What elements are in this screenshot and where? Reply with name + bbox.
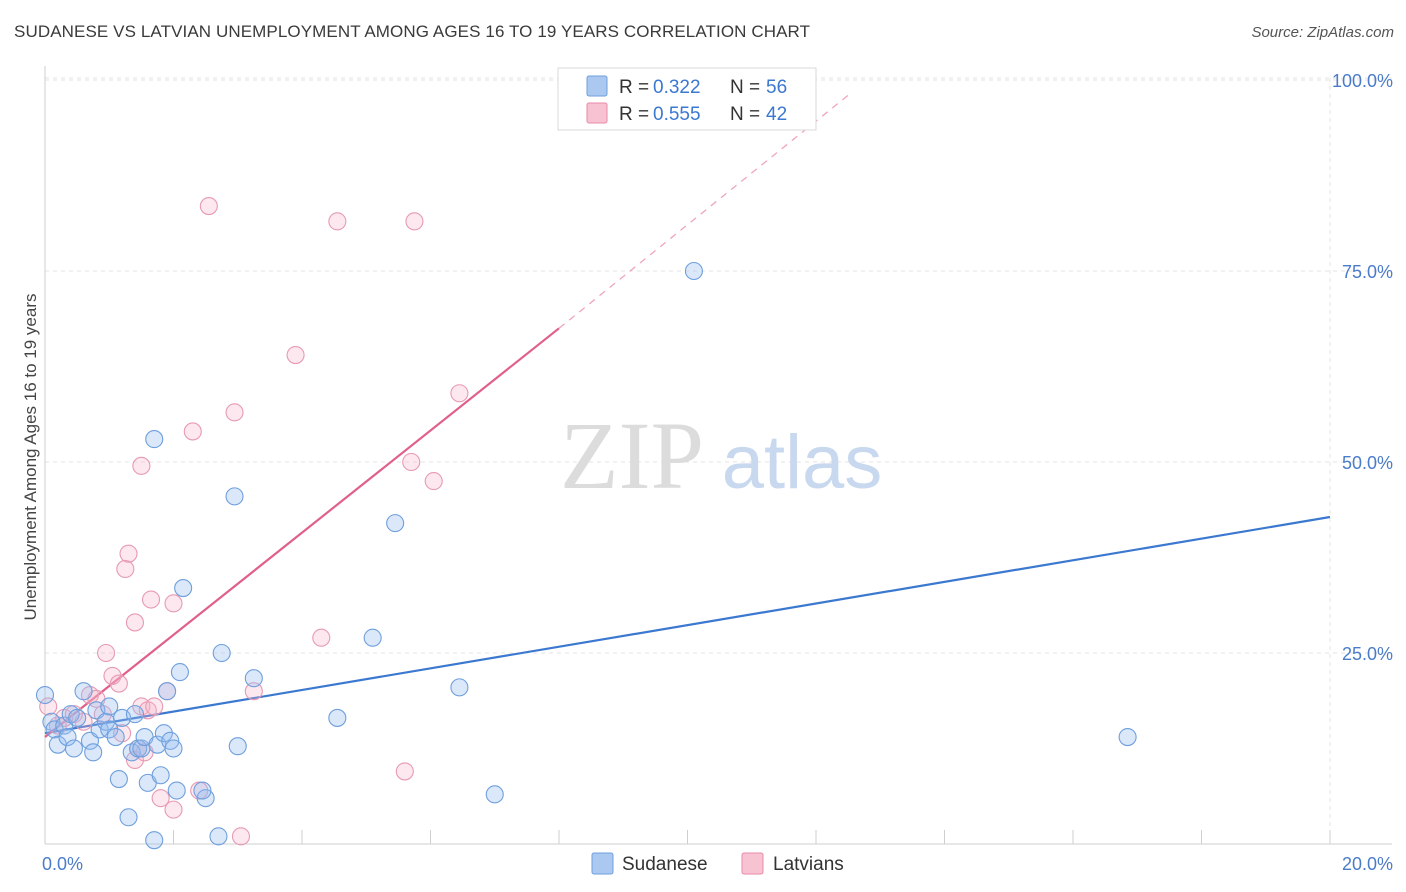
point-latvians bbox=[286, 345, 305, 365]
point-sudanese bbox=[106, 727, 125, 747]
series-legend: Sudanese Latvians bbox=[591, 852, 844, 875]
legend-n-value-latvians: 42 bbox=[766, 104, 787, 125]
watermark-atlas: atlas bbox=[722, 420, 883, 505]
point-sudanese bbox=[684, 261, 703, 281]
point-latvians bbox=[125, 613, 144, 632]
point-latvians bbox=[312, 628, 331, 647]
trend-line-sudanese bbox=[44, 515, 1331, 735]
point-sudanese bbox=[145, 831, 164, 850]
point-latvians bbox=[424, 472, 443, 491]
data-points bbox=[35, 197, 1137, 850]
point-sudanese bbox=[74, 682, 93, 701]
point-sudanese bbox=[100, 697, 119, 716]
grid-lines bbox=[45, 77, 1392, 844]
y-tick-label: 50.0% bbox=[1342, 453, 1393, 473]
point-latvians bbox=[109, 674, 128, 693]
point-sudanese bbox=[328, 708, 347, 727]
legend-r-value-latvians: 0.555 bbox=[653, 104, 701, 125]
point-sudanese bbox=[225, 487, 244, 506]
point-sudanese bbox=[125, 705, 144, 724]
point-latvians bbox=[151, 789, 170, 808]
point-latvians bbox=[119, 544, 138, 563]
point-latvians bbox=[405, 212, 424, 231]
y-tick-label: 25.0% bbox=[1342, 644, 1393, 664]
point-sudanese bbox=[158, 682, 177, 701]
point-latvians bbox=[164, 594, 183, 613]
point-sudanese bbox=[58, 727, 77, 747]
point-latvians bbox=[103, 666, 122, 685]
point-sudanese bbox=[212, 643, 231, 663]
point-latvians bbox=[199, 197, 218, 216]
y-axis-label: Unemployment Among Ages 16 to 19 years bbox=[21, 294, 40, 621]
point-latvians bbox=[244, 682, 263, 701]
point-sudanese bbox=[64, 739, 83, 758]
legend-n-label-latvians: N = bbox=[730, 104, 760, 125]
legend-r-value-sudanese: 0.322 bbox=[653, 77, 701, 98]
point-latvians bbox=[450, 384, 469, 403]
point-sudanese bbox=[154, 724, 173, 743]
legend-r-label-sudanese: R = bbox=[619, 77, 649, 98]
point-sudanese bbox=[109, 770, 128, 789]
point-sudanese bbox=[244, 669, 263, 688]
x-tick-label: 20.0% bbox=[1342, 854, 1393, 874]
point-sudanese bbox=[386, 514, 405, 533]
point-latvians bbox=[141, 590, 161, 609]
axes bbox=[44, 66, 1392, 845]
point-sudanese bbox=[164, 739, 183, 758]
y-tick-label: 100.0% bbox=[1332, 71, 1393, 91]
point-latvians bbox=[145, 697, 164, 716]
series-legend-swatch-sudanese bbox=[591, 852, 614, 875]
point-sudanese bbox=[174, 579, 193, 598]
point-latvians bbox=[116, 559, 135, 579]
watermark: ZIP atlas bbox=[560, 402, 882, 509]
chart-title: SUDANESE VS LATVIAN UNEMPLOYMENT AMONG A… bbox=[14, 22, 811, 41]
point-latvians bbox=[132, 456, 151, 475]
trend-line-latvians bbox=[44, 327, 560, 738]
tick-labels: 25.0% 50.0% 75.0% 100.0% 0.0% 20.0% bbox=[42, 71, 1393, 874]
y-tick-label: 75.0% bbox=[1342, 262, 1393, 282]
point-latvians bbox=[395, 762, 414, 781]
point-latvians bbox=[164, 800, 183, 819]
point-sudanese bbox=[193, 781, 212, 800]
point-latvians bbox=[225, 403, 244, 422]
chart-source: Source: ZipAtlas.com bbox=[1251, 24, 1394, 41]
point-sudanese bbox=[145, 430, 164, 449]
point-sudanese bbox=[450, 678, 469, 697]
watermark-zip: ZIP bbox=[560, 402, 704, 509]
point-sudanese bbox=[151, 766, 170, 785]
point-latvians bbox=[39, 697, 58, 716]
point-latvians bbox=[328, 212, 347, 231]
legend-swatch-sudanese bbox=[586, 75, 608, 97]
point-latvians bbox=[402, 452, 421, 472]
legend-n-value-sudanese: 56 bbox=[766, 77, 787, 98]
point-sudanese bbox=[170, 663, 189, 682]
point-latvians bbox=[183, 422, 202, 441]
point-latvians bbox=[96, 643, 116, 663]
point-sudanese bbox=[119, 808, 138, 827]
point-sudanese bbox=[209, 827, 228, 846]
x-tick-label: 0.0% bbox=[42, 854, 83, 874]
point-sudanese bbox=[228, 737, 247, 756]
point-sudanese bbox=[35, 685, 55, 705]
point-sudanese bbox=[90, 720, 109, 739]
point-sudanese bbox=[167, 781, 186, 800]
point-sudanese bbox=[1118, 727, 1137, 747]
legend-n-label-sudanese: N = bbox=[730, 77, 760, 98]
correlation-legend: R = 0.322 N = 56 R = 0.555 N = 42 bbox=[557, 67, 817, 131]
point-sudanese bbox=[68, 708, 87, 727]
trend-line-latvians-extension bbox=[558, 94, 849, 329]
point-sudanese bbox=[84, 743, 103, 762]
legend-swatch-latvians bbox=[586, 102, 608, 124]
legend-r-label-latvians: R = bbox=[619, 104, 649, 125]
point-sudanese bbox=[363, 628, 382, 647]
point-sudanese bbox=[485, 785, 504, 804]
point-sudanese bbox=[100, 720, 119, 739]
point-latvians bbox=[231, 827, 251, 846]
series-legend-label-latvians: Latvians bbox=[773, 854, 844, 875]
series-legend-label-sudanese: Sudanese bbox=[622, 854, 708, 875]
series-legend-swatch-latvians bbox=[741, 852, 764, 875]
